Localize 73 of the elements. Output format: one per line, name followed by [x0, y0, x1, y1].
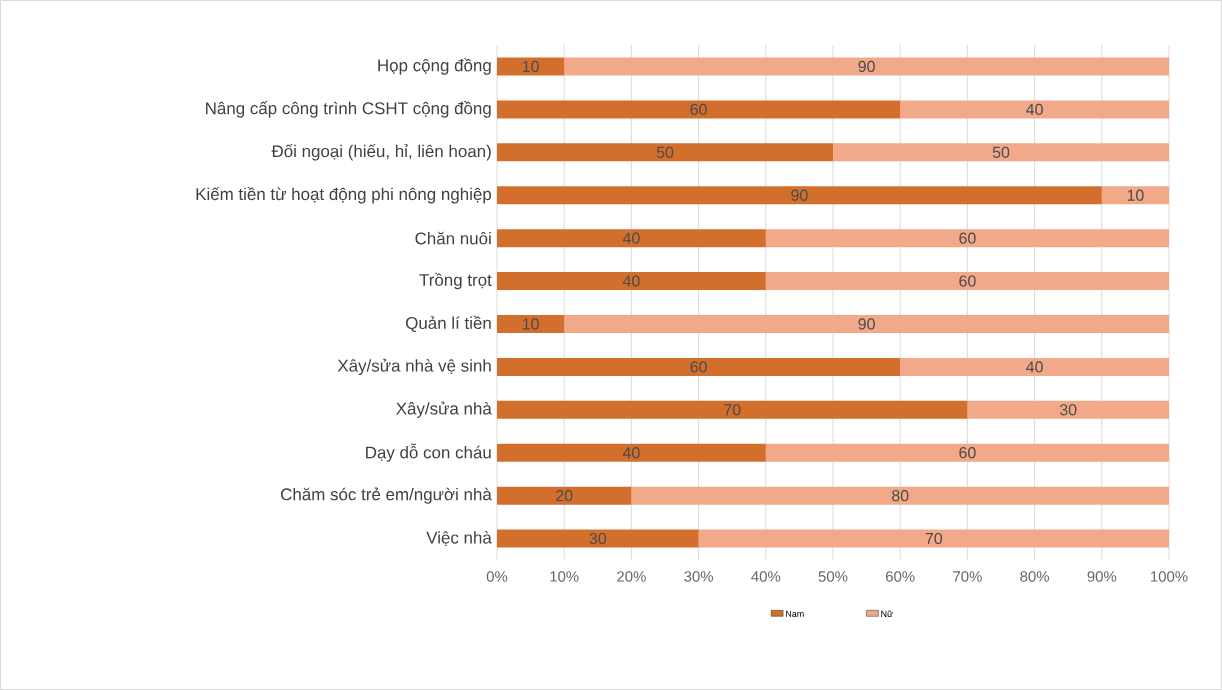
- data-label: 80: [892, 489, 909, 502]
- data-label: 90: [858, 60, 875, 73]
- data-label: 90: [791, 189, 808, 201]
- bar: [497, 100, 901, 119]
- bar: [765, 272, 1170, 291]
- bar: [765, 229, 1170, 248]
- x-tick-label: 70%: [953, 571, 982, 582]
- data-label: 40: [622, 232, 640, 244]
- bar: [698, 529, 1170, 548]
- bar: [497, 314, 565, 333]
- x-tick-label: 90%: [1087, 571, 1117, 582]
- x-tick-label: 30%: [684, 571, 714, 582]
- bar: [497, 143, 834, 162]
- data-label: 50: [992, 146, 1010, 158]
- y-tick-label: Đối ngoại (hiếu, hỉ, liên hoan): [271, 144, 491, 161]
- data-label: 70: [925, 532, 943, 545]
- x-tick-label: 60%: [886, 571, 915, 582]
- y-tick-label: Chăn nuôi: [415, 231, 491, 245]
- bar: [564, 314, 1170, 333]
- y-tick-label: Dạy dỗ con cháu: [366, 443, 491, 462]
- bar: [497, 443, 766, 462]
- data-label: 40: [1026, 103, 1043, 116]
- bar: [765, 443, 1170, 462]
- data-label: 40: [622, 447, 640, 459]
- bar: [900, 100, 1170, 119]
- y-tick-label: Kiếm tiền từ hoạt động phi nông nghiệp: [196, 186, 492, 204]
- y-tick-label: Việc nhà: [426, 531, 492, 547]
- data-label: 10: [1127, 189, 1144, 201]
- y-tick-label: Trồng trọt: [419, 272, 492, 290]
- data-label: 70: [724, 404, 741, 416]
- x-tick-label: 10%: [550, 571, 579, 582]
- y-tick-label: Họp cộng đồng: [378, 58, 491, 75]
- bar: [967, 400, 1170, 419]
- y-tick-label: Quản lí tiền: [406, 315, 491, 333]
- bar: [497, 229, 766, 248]
- y-tick-label: Xây/sửa nhà vệ sinh: [337, 358, 491, 376]
- y-tick-label: Chăm sóc trẻ em/người nhà: [281, 487, 492, 504]
- data-label: 60: [690, 103, 707, 116]
- bar: [497, 186, 1102, 205]
- x-tick-label: 40%: [751, 571, 781, 582]
- data-label: 40: [1026, 361, 1043, 373]
- bar: [497, 57, 565, 76]
- data-label: 10: [522, 318, 539, 330]
- data-label: 90: [858, 318, 875, 330]
- bar: [564, 57, 1170, 76]
- data-label: 10: [522, 60, 539, 73]
- x-tick-label: 100%: [1151, 571, 1188, 582]
- data-label: 60: [959, 447, 976, 459]
- legend-label: Nam: [786, 610, 804, 617]
- y-tick-label: Nâng cấp công trình CSHT cộng đồng: [206, 101, 491, 118]
- data-label: 30: [589, 532, 607, 545]
- x-tick-label: 50%: [818, 571, 848, 582]
- x-tick-label: 20%: [617, 571, 646, 582]
- data-label: 50: [656, 146, 674, 158]
- data-label: 60: [959, 232, 976, 244]
- x-tick-label: 0%: [486, 571, 508, 582]
- bar: [497, 272, 766, 291]
- data-label: 20: [556, 489, 573, 502]
- data-label: 60: [959, 275, 976, 287]
- bar: [1101, 186, 1170, 205]
- bar: [497, 357, 901, 376]
- data-label: 60: [690, 361, 707, 373]
- bar: [497, 529, 699, 548]
- bar: [497, 400, 968, 419]
- data-label: 40: [622, 275, 640, 287]
- bar: [900, 357, 1170, 376]
- bar: [833, 143, 1170, 162]
- data-label: 30: [1059, 404, 1077, 416]
- legend-label: Nữ: [881, 610, 893, 618]
- bar: [631, 486, 1170, 505]
- y-tick-label: Xây/sửa nhà: [396, 401, 492, 418]
- bar: [497, 486, 632, 505]
- x-tick-label: 80%: [1020, 571, 1050, 582]
